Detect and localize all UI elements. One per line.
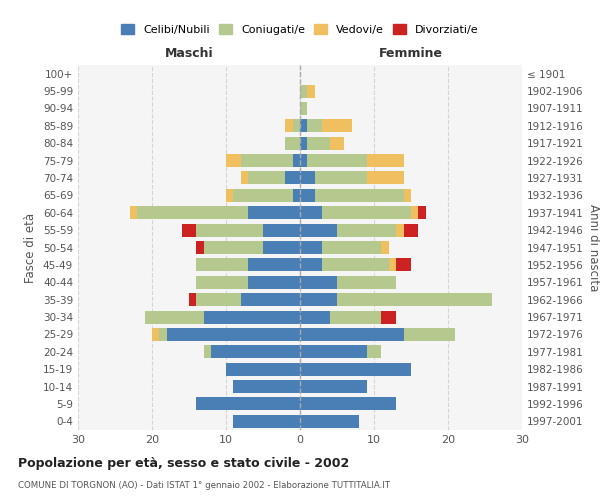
Bar	[241, 293, 300, 306]
Bar	[300, 328, 404, 341]
Bar	[389, 258, 396, 272]
Bar	[248, 172, 285, 184]
Bar	[411, 206, 418, 220]
Bar	[226, 362, 300, 376]
Bar	[300, 102, 307, 115]
Bar	[337, 293, 493, 306]
Bar	[189, 293, 196, 306]
Bar	[300, 293, 337, 306]
Bar	[329, 310, 382, 324]
Bar	[145, 310, 204, 324]
Bar	[322, 258, 389, 272]
Bar	[367, 172, 404, 184]
Bar	[307, 120, 322, 132]
Bar	[382, 241, 389, 254]
Bar	[196, 258, 248, 272]
Text: COMUNE DI TORGNON (AO) - Dati ISTAT 1° gennaio 2002 - Elaborazione TUTTITALIA.IT: COMUNE DI TORGNON (AO) - Dati ISTAT 1° g…	[18, 481, 390, 490]
Bar	[226, 154, 241, 167]
Bar	[300, 224, 337, 236]
Bar	[404, 189, 411, 202]
Bar	[322, 120, 352, 132]
Bar	[315, 189, 404, 202]
Bar	[300, 276, 337, 289]
Bar	[322, 206, 411, 220]
Bar	[300, 154, 307, 167]
Bar	[196, 398, 300, 410]
Bar	[300, 415, 359, 428]
Bar	[196, 276, 248, 289]
Bar	[315, 172, 367, 184]
Bar	[204, 310, 300, 324]
Bar	[285, 136, 300, 149]
Bar	[300, 258, 322, 272]
Bar	[300, 362, 411, 376]
Bar	[137, 206, 248, 220]
Bar	[263, 224, 300, 236]
Bar	[248, 258, 300, 272]
Bar	[329, 136, 344, 149]
Y-axis label: Anni di nascita: Anni di nascita	[587, 204, 600, 291]
Bar	[263, 241, 300, 254]
Text: Popolazione per età, sesso e stato civile - 2002: Popolazione per età, sesso e stato civil…	[18, 458, 349, 470]
Bar	[241, 172, 248, 184]
Y-axis label: Fasce di età: Fasce di età	[25, 212, 37, 282]
Bar	[418, 206, 426, 220]
Bar	[322, 241, 382, 254]
Bar	[367, 346, 382, 358]
Bar	[300, 172, 315, 184]
Legend: Celibi/Nubili, Coniugati/e, Vedovi/e, Divorziati/e: Celibi/Nubili, Coniugati/e, Vedovi/e, Di…	[117, 20, 483, 39]
Bar	[337, 276, 396, 289]
Bar	[300, 84, 307, 98]
Bar	[300, 136, 307, 149]
Bar	[196, 224, 263, 236]
Bar	[307, 84, 315, 98]
Bar	[196, 293, 241, 306]
Text: Femmine: Femmine	[379, 47, 443, 60]
Bar	[396, 224, 404, 236]
Bar	[367, 154, 404, 167]
Bar	[382, 310, 396, 324]
Bar	[285, 172, 300, 184]
Bar	[404, 224, 418, 236]
Bar	[248, 276, 300, 289]
Bar	[233, 380, 300, 393]
Bar	[152, 328, 160, 341]
Bar	[300, 241, 322, 254]
Bar	[204, 241, 263, 254]
Bar	[300, 310, 329, 324]
Bar	[196, 241, 204, 254]
Bar	[300, 398, 396, 410]
Bar	[182, 224, 196, 236]
Bar	[300, 120, 307, 132]
Bar	[248, 206, 300, 220]
Bar	[300, 346, 367, 358]
Bar	[233, 415, 300, 428]
Bar	[211, 346, 300, 358]
Bar	[226, 189, 233, 202]
Bar	[337, 224, 396, 236]
Bar	[293, 120, 300, 132]
Bar	[241, 154, 293, 167]
Bar	[285, 120, 293, 132]
Bar	[293, 154, 300, 167]
Bar	[307, 136, 329, 149]
Bar	[300, 380, 367, 393]
Bar	[233, 189, 293, 202]
Bar	[396, 258, 411, 272]
Text: Maschi: Maschi	[164, 47, 214, 60]
Bar	[130, 206, 137, 220]
Bar	[300, 189, 315, 202]
Bar	[160, 328, 167, 341]
Bar	[167, 328, 300, 341]
Bar	[307, 154, 367, 167]
Bar	[404, 328, 455, 341]
Bar	[300, 206, 322, 220]
Bar	[204, 346, 211, 358]
Bar	[293, 189, 300, 202]
